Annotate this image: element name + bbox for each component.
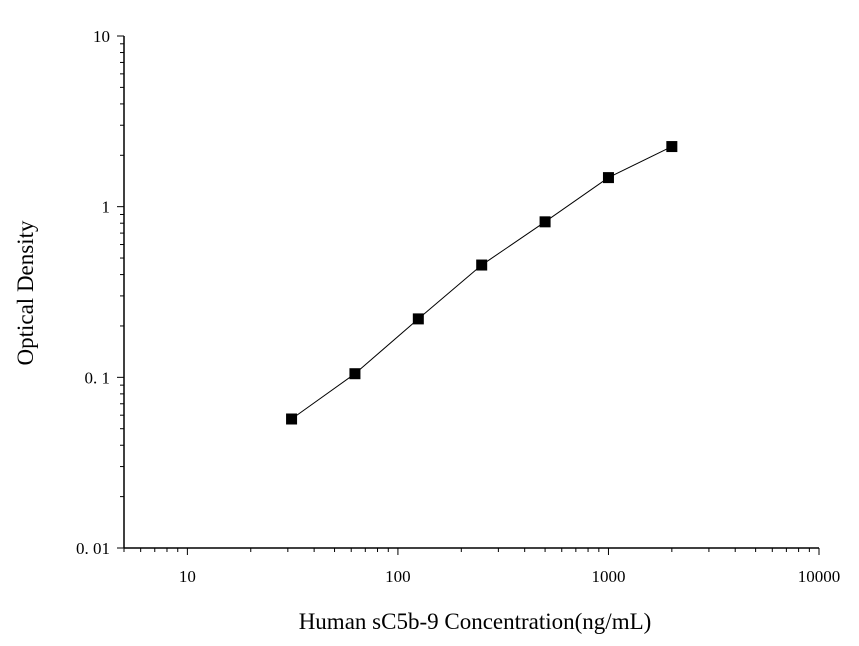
series-line-group	[291, 146, 673, 420]
data-point	[666, 141, 678, 153]
x-axis-title: Human sC5b-9 Concentration(ng/mL)	[299, 609, 652, 634]
x-tick-label: 100	[385, 567, 411, 586]
tick-labels: 10 100 1000 10000 0. 01 0. 1 1 10	[76, 27, 840, 586]
data-point	[412, 313, 424, 325]
data-point	[602, 172, 614, 184]
data-points	[286, 141, 678, 425]
data-point	[476, 259, 488, 271]
x-tick-label: 10	[179, 567, 196, 586]
data-point	[539, 216, 551, 228]
y-tick-label: 1	[102, 198, 111, 217]
y-tick-label: 0. 01	[76, 539, 110, 558]
x-tick-label: 10000	[798, 567, 841, 586]
y-tick-label: 10	[93, 27, 110, 46]
x-tick-label: 1000	[591, 567, 625, 586]
y-axis-title: Optical Density	[13, 220, 38, 365]
series-line	[291, 146, 673, 420]
ticks	[117, 35, 820, 555]
y-tick-label: 0. 1	[85, 368, 111, 387]
axes	[123, 36, 819, 549]
data-point	[286, 413, 298, 425]
data-point	[349, 368, 361, 380]
